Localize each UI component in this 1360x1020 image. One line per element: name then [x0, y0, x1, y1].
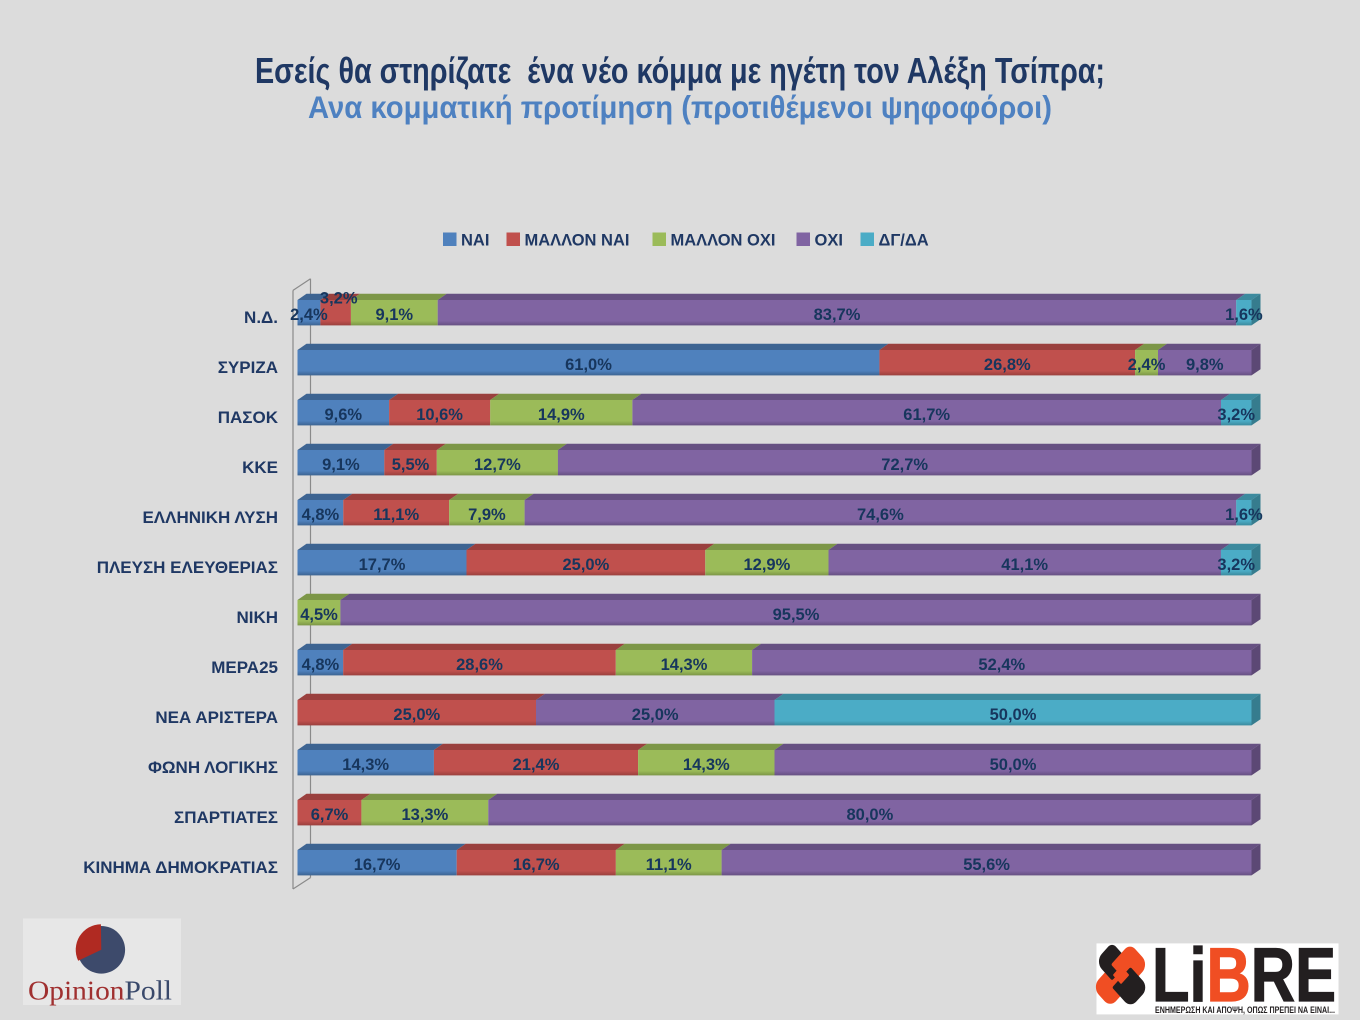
- svg-text:ΣΠΑΡΤΙΑΤΕΣ: ΣΠΑΡΤΙΑΤΕΣ: [174, 808, 278, 827]
- svg-text:1,6%: 1,6%: [1225, 506, 1263, 524]
- svg-text:12,9%: 12,9%: [744, 556, 791, 574]
- svg-text:3,2%: 3,2%: [1217, 406, 1255, 424]
- svg-text:ΣΥΡΙΖΑ: ΣΥΡΙΖΑ: [218, 358, 278, 377]
- svg-text:11,1%: 11,1%: [373, 506, 419, 524]
- svg-text:72,7%: 72,7%: [881, 456, 928, 474]
- svg-text:4,5%: 4,5%: [300, 606, 338, 624]
- svg-text:9,6%: 9,6%: [324, 406, 362, 424]
- svg-text:14,3%: 14,3%: [661, 656, 708, 674]
- svg-text:41,1%: 41,1%: [1001, 556, 1048, 574]
- svg-text:50,0%: 50,0%: [990, 706, 1037, 724]
- svg-text:61,7%: 61,7%: [903, 406, 950, 424]
- svg-text:9,8%: 9,8%: [1186, 356, 1224, 374]
- svg-text:55,6%: 55,6%: [963, 856, 1010, 874]
- svg-text:ΕΛΛΗΝΙΚΗ ΛΥΣΗ: ΕΛΛΗΝΙΚΗ ΛΥΣΗ: [142, 508, 278, 527]
- svg-text:28,6%: 28,6%: [456, 656, 503, 674]
- svg-text:16,7%: 16,7%: [354, 856, 401, 874]
- svg-text:74,6%: 74,6%: [857, 506, 904, 524]
- svg-text:14,9%: 14,9%: [538, 406, 585, 424]
- svg-text:14,3%: 14,3%: [683, 756, 730, 774]
- svg-text:ΜΑΛΛΟΝ ΝΑΙ: ΜΑΛΛΟΝ ΝΑΙ: [525, 232, 630, 250]
- svg-text:4,8%: 4,8%: [302, 506, 340, 524]
- svg-text:95,5%: 95,5%: [773, 606, 820, 624]
- svg-text:ΚΙΝΗΜΑ ΔΗΜΟΚΡΑΤΙΑΣ: ΚΙΝΗΜΑ ΔΗΜΟΚΡΑΤΙΑΣ: [83, 858, 278, 877]
- svg-text:ΕΝΗΜΕΡΩΣΗ ΚΑΙ ΑΠΟΨΗ, ΟΠΩΣ ΠΡΕΠ: ΕΝΗΜΕΡΩΣΗ ΚΑΙ ΑΠΟΨΗ, ΟΠΩΣ ΠΡΕΠΕΙ ΝΑ ΕΙΝΑ…: [1155, 1005, 1335, 1016]
- svg-text:14,3%: 14,3%: [342, 756, 389, 774]
- svg-text:11,1%: 11,1%: [646, 856, 692, 874]
- svg-text:26,8%: 26,8%: [984, 356, 1031, 374]
- svg-text:9,1%: 9,1%: [322, 456, 360, 474]
- svg-text:10,6%: 10,6%: [416, 406, 463, 424]
- svg-text:ΜΑΛΛΟΝ ΟΧΙ: ΜΑΛΛΟΝ ΟΧΙ: [671, 232, 776, 250]
- svg-text:LiBRE: LiBRE: [1152, 933, 1336, 1018]
- svg-text:7,9%: 7,9%: [468, 506, 506, 524]
- svg-text:16,7%: 16,7%: [513, 856, 560, 874]
- svg-text:25,0%: 25,0%: [393, 706, 440, 724]
- svg-text:9,1%: 9,1%: [375, 306, 413, 324]
- svg-text:3,2%: 3,2%: [320, 290, 358, 308]
- svg-text:ΝΑΙ: ΝΑΙ: [461, 232, 489, 250]
- svg-text:80,0%: 80,0%: [847, 806, 894, 824]
- svg-text:6,7%: 6,7%: [311, 806, 349, 824]
- svg-text:3,2%: 3,2%: [1217, 556, 1255, 574]
- svg-text:5,5%: 5,5%: [392, 456, 430, 474]
- svg-text:ΦΩΝΗ ΛΟΓΙΚΗΣ: ΦΩΝΗ ΛΟΓΙΚΗΣ: [148, 758, 278, 777]
- svg-text:17,7%: 17,7%: [359, 556, 406, 574]
- svg-text:25,0%: 25,0%: [563, 556, 610, 574]
- svg-text:1,6%: 1,6%: [1225, 306, 1263, 324]
- svg-text:12,7%: 12,7%: [474, 456, 521, 474]
- svg-text:ΜΕΡΑ25: ΜΕΡΑ25: [211, 658, 278, 677]
- svg-text:52,4%: 52,4%: [978, 656, 1025, 674]
- svg-text:2,4%: 2,4%: [1128, 356, 1166, 374]
- svg-text:61,0%: 61,0%: [565, 356, 612, 374]
- svg-text:4,8%: 4,8%: [302, 656, 340, 674]
- svg-text:Εσείς θα στηρίζατε ένα νέο κό: Εσείς θα στηρίζατε ένα νέο κόμμα με ηγέτ…: [255, 50, 1105, 91]
- svg-text:21,4%: 21,4%: [513, 756, 560, 774]
- svg-text:ΔΓ/ΔΑ: ΔΓ/ΔΑ: [879, 232, 929, 250]
- svg-text:Ανα κομματική προτίμηση (προτι: Ανα κομματική προτίμηση (προτιθέμενοι ψη…: [308, 89, 1052, 125]
- svg-text:Ν.Δ.: Ν.Δ.: [244, 308, 278, 327]
- svg-text:2,4%: 2,4%: [290, 306, 328, 324]
- svg-text:50,0%: 50,0%: [990, 756, 1037, 774]
- svg-text:13,3%: 13,3%: [402, 806, 449, 824]
- svg-text:25,0%: 25,0%: [632, 706, 679, 724]
- svg-text:ΚΚΕ: ΚΚΕ: [242, 458, 278, 477]
- svg-text:83,7%: 83,7%: [814, 306, 861, 324]
- svg-text:ΟΧΙ: ΟΧΙ: [815, 232, 843, 250]
- svg-text:ΠΑΣΟΚ: ΠΑΣΟΚ: [218, 408, 279, 427]
- svg-text:ΝΕΑ ΑΡΙΣΤΕΡΑ: ΝΕΑ ΑΡΙΣΤΕΡΑ: [155, 708, 278, 727]
- svg-text:ΠΛΕΥΣΗ ΕΛΕΥΘΕΡΙΑΣ: ΠΛΕΥΣΗ ΕΛΕΥΘΕΡΙΑΣ: [97, 558, 278, 577]
- svg-text:ΝΙΚΗ: ΝΙΚΗ: [236, 608, 278, 627]
